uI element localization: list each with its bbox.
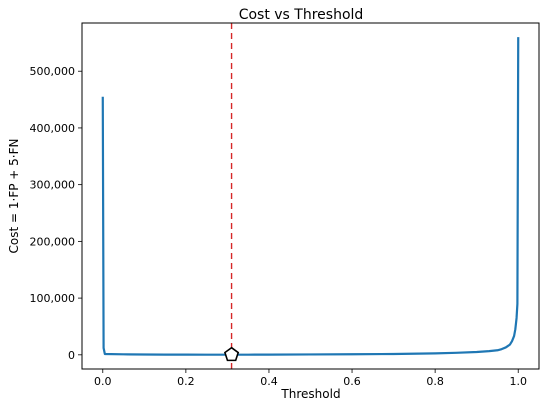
x-tick-label: 0.4 (260, 375, 278, 388)
optimal-point-marker (223, 346, 240, 362)
x-tick-label: 0.2 (177, 375, 195, 388)
y-tick-label: 200,000 (30, 235, 76, 248)
plot-frame (81, 22, 540, 370)
y-axis: 0 100,000 200,000 300,000 400,000 500,000 (30, 65, 82, 362)
y-tick-label: 0 (68, 349, 75, 362)
chart-title: Cost vs Threshold (239, 7, 364, 23)
y-tick-label: 400,000 (30, 122, 76, 135)
series-line (101, 37, 520, 356)
y-axis-label: Cost = 1·FP + 5·FN (7, 139, 21, 254)
x-tick-label: 0.8 (426, 375, 444, 388)
x-axis: 0.0 0.2 0.4 0.6 0.8 1.0 (94, 369, 527, 388)
x-tick-label: 0.0 (94, 375, 112, 388)
y-tick-label: 500,000 (30, 65, 76, 78)
x-tick-label: 1.0 (509, 375, 527, 388)
x-tick-label: 0.6 (343, 375, 361, 388)
plot-area (101, 23, 520, 369)
y-tick-label: 100,000 (30, 292, 76, 305)
x-axis-label: Threshold (280, 387, 340, 401)
y-tick-label: 300,000 (30, 179, 76, 192)
